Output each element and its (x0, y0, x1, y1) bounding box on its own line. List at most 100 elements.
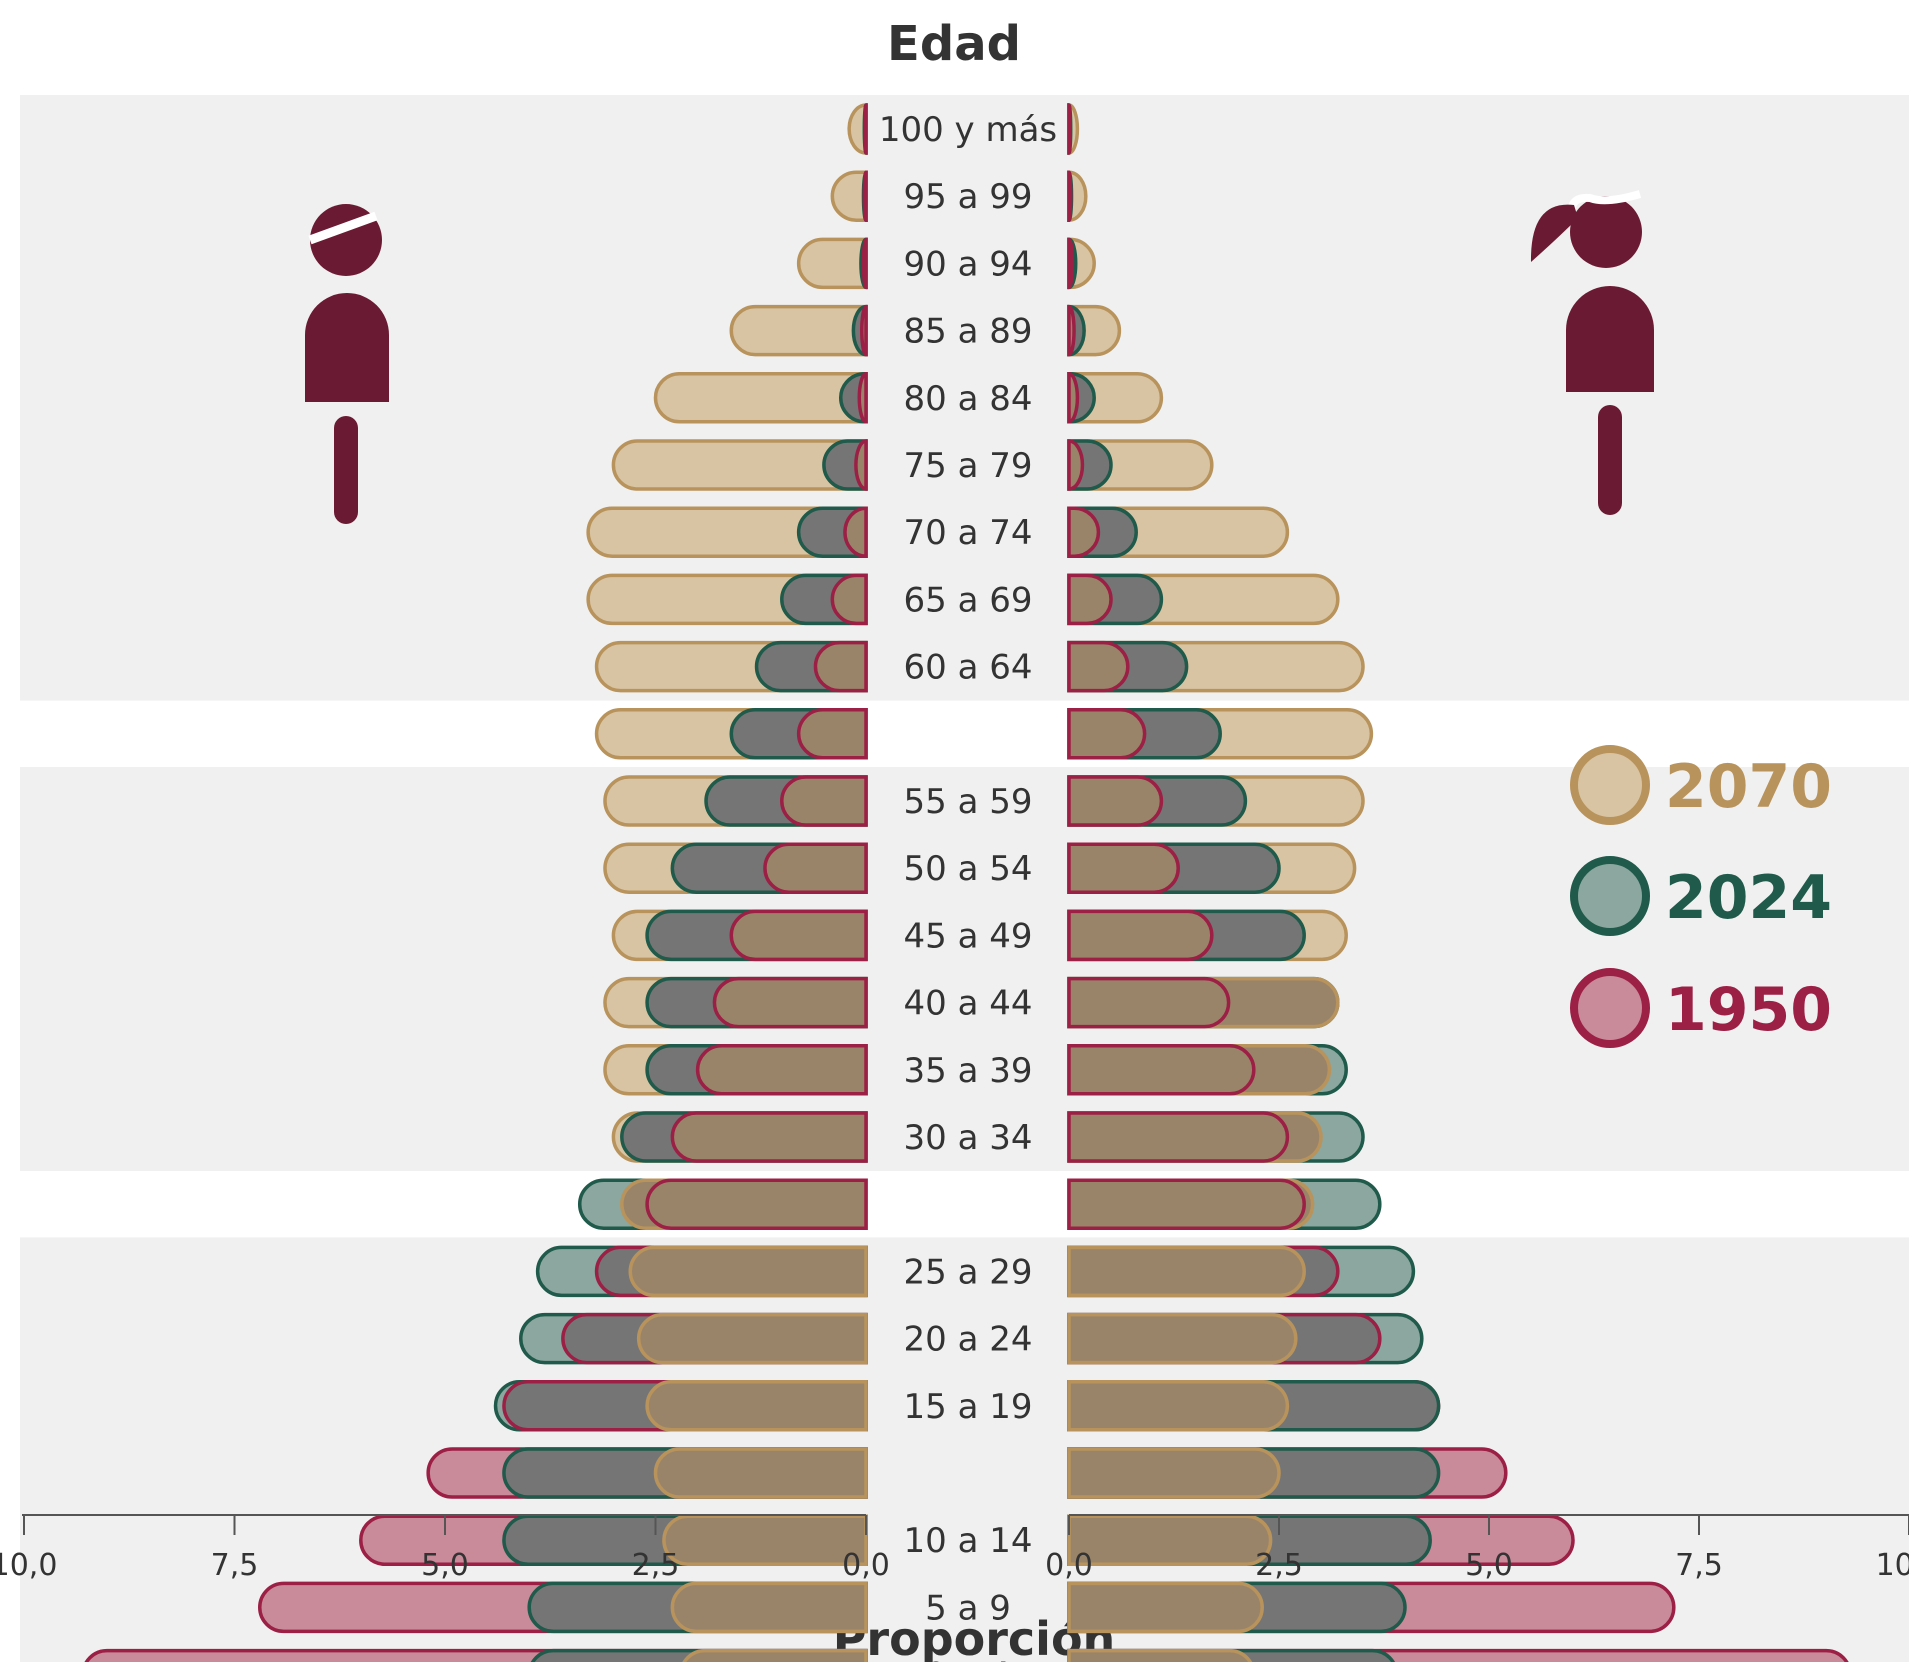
age-label: 0 a 4 (925, 1656, 1011, 1662)
bar-male-1950 (854, 439, 868, 491)
bar-male-1950 (763, 842, 868, 894)
bar-female-1950 (1067, 708, 1147, 760)
bar-male-2070 (628, 1245, 868, 1298)
bar-female-2070 (1067, 1514, 1273, 1566)
legend-label-2070: 2070 (1665, 752, 1832, 822)
bar-female-1950 (1067, 909, 1214, 962)
chart-title: Edad (887, 16, 1021, 72)
legend-label-1950: 1950 (1665, 975, 1832, 1045)
bar-female-1950 (1067, 1044, 1256, 1096)
x-tick-label-left: 7,5 (211, 1548, 259, 1583)
bar-male-1950 (729, 909, 868, 962)
bar-male-1950 (712, 976, 868, 1029)
age-label: 55 a 59 (904, 782, 1033, 822)
woman-head (1570, 196, 1642, 268)
x-tick-label-right: 7,5 (1675, 1548, 1723, 1583)
man-head-stripe (308, 211, 378, 245)
bar-male-2070 (611, 439, 868, 491)
bar-male-1950 (862, 170, 868, 222)
bar-female-1950 (1067, 372, 1080, 424)
bar-male-1950 (863, 103, 868, 155)
age-label: 30 a 34 (904, 1118, 1033, 1158)
age-label: 5 a 9 (925, 1588, 1011, 1628)
bar-male-2070 (653, 372, 868, 424)
woman-icon (1530, 190, 1654, 515)
legend-swatch-2070 (1570, 745, 1650, 825)
bar-female-2070 (1067, 1581, 1264, 1634)
bar-male-1950 (861, 237, 868, 290)
x-axis: 0,0 0,0 2,5 2,5 5,0 5,0 7,5 7,5 10,0 10,0 (0, 1514, 1909, 1583)
age-label: 15 a 19 (904, 1387, 1033, 1427)
bar-female-1950 (1067, 842, 1180, 894)
age-label: 10 a 14 (904, 1521, 1033, 1561)
bar-male-1950 (780, 775, 868, 827)
bar-male-1950 (796, 708, 868, 760)
legend-label-2024: 2024 (1665, 863, 1832, 933)
bar-female-2070 (1067, 1312, 1298, 1365)
age-label: 45 a 49 (904, 916, 1033, 956)
man-icon (305, 204, 389, 524)
bar-female-2070 (1067, 1447, 1281, 1499)
legend: 2070 2024 1950 (1570, 745, 1832, 1048)
age-label: 100 y más (879, 110, 1057, 150)
bars-group (82, 103, 1851, 1666)
age-label: 75 a 79 (904, 446, 1033, 486)
age-label: 65 a 69 (904, 580, 1033, 620)
x-tick-label-right: 5,0 (1465, 1548, 1513, 1583)
x-tick-label-right: 0,0 (1045, 1548, 1093, 1583)
bar-female-1950 (1067, 170, 1073, 222)
background-band (20, 767, 1909, 1171)
age-label: 80 a 84 (904, 379, 1033, 419)
bar-male-2070 (586, 506, 868, 558)
bar-male-2070 (680, 1648, 868, 1666)
bar-female-1950 (1067, 1111, 1290, 1163)
x-tick-label-left: 2,5 (632, 1548, 680, 1583)
bar-male-1950 (857, 372, 868, 424)
legend-swatch-2024 (1570, 856, 1650, 936)
bar-female-1950 (1067, 640, 1130, 693)
man-body (305, 293, 389, 402)
man-leg (334, 416, 358, 524)
bar-female-1950 (1067, 573, 1113, 626)
age-labels: 0 a 4 5 a 9 10 a 14 15 a 19 20 a 24 25 a 29 30… (879, 110, 1057, 1666)
age-label: 40 a 44 (904, 984, 1033, 1024)
bar-female-1950 (1067, 1178, 1306, 1230)
bar-male-1950 (860, 304, 868, 357)
woman-ponytail (1530, 204, 1578, 262)
woman-leg (1598, 405, 1622, 515)
age-label: 50 a 54 (904, 849, 1033, 889)
bar-male-1950 (670, 1111, 868, 1163)
background-band (20, 1237, 1909, 1440)
bar-male-1950 (843, 506, 868, 558)
x-tick-label-left: 10,0 (0, 1548, 57, 1583)
bar-female-1950 (1067, 103, 1072, 155)
age-label: 60 a 64 (904, 648, 1033, 688)
bar-female-1950 (1067, 976, 1231, 1029)
x-tick-label-right: 2,5 (1255, 1548, 1303, 1583)
age-label: 90 a 94 (904, 244, 1033, 284)
age-label: 20 a 24 (904, 1320, 1033, 1360)
bar-male-2070 (662, 1514, 868, 1566)
age-label: 85 a 89 (904, 312, 1033, 352)
bar-male-1950 (695, 1044, 868, 1096)
woman-body (1566, 286, 1654, 392)
bar-male-2070 (653, 1447, 868, 1499)
bar-female-1950 (1067, 304, 1076, 357)
bar-male-1950 (813, 640, 868, 693)
bar-female-2070 (1067, 170, 1088, 222)
bar-male-2070 (636, 1312, 868, 1365)
age-label: 95 a 99 (904, 177, 1033, 217)
bar-female-2070 (1067, 1245, 1306, 1298)
bar-female-1950 (1067, 439, 1085, 491)
bar-male-2070 (670, 1581, 868, 1634)
age-label: 70 a 74 (904, 513, 1033, 553)
bar-male-2070 (847, 103, 868, 155)
bar-male-2070 (796, 237, 868, 290)
bar-female-2070 (1067, 1648, 1254, 1666)
x-tick-label-left: 5,0 (421, 1548, 469, 1583)
x-tick-label-left: 0,0 (842, 1548, 890, 1583)
bar-male-2070 (830, 170, 868, 222)
bar-male-1950 (830, 573, 868, 626)
